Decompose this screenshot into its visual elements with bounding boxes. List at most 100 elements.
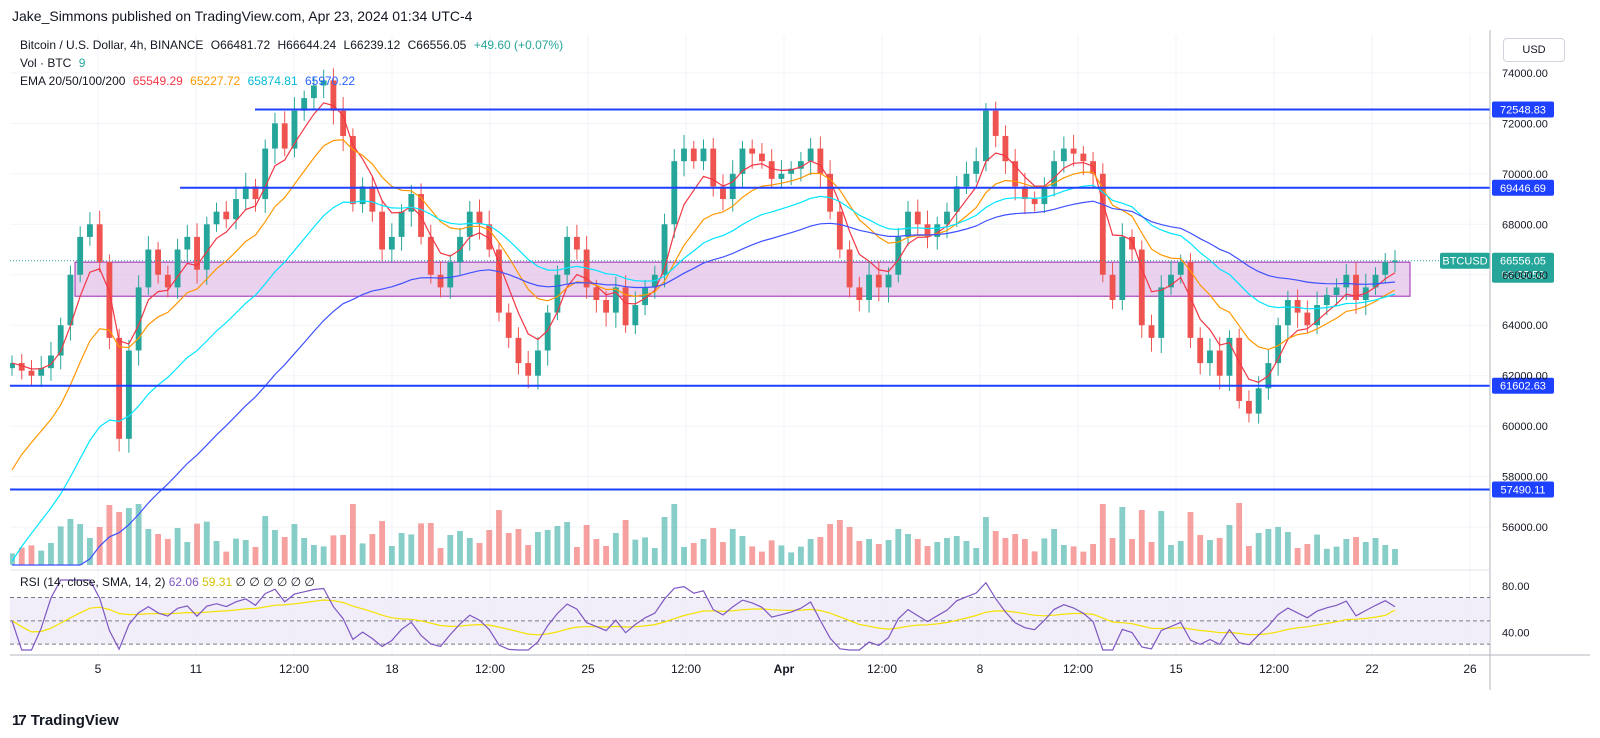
currency-button[interactable]: USD [1503,38,1565,62]
candle-body [759,153,765,162]
volume-bar [86,538,93,565]
volume-bar [905,534,911,565]
candle-body [515,337,522,364]
volume-bar [398,533,405,565]
volume-bar [1294,548,1301,565]
candle-body [427,236,434,275]
candle-body [1187,262,1194,338]
candle-body [311,85,317,99]
volume-bar [544,530,551,565]
candle-body [924,224,931,237]
volume-bar [1021,539,1028,565]
volume-bar [1109,538,1116,565]
volume-bar [700,539,707,565]
candle-body [203,224,210,270]
volume-bar [281,537,288,565]
volume-bar [759,551,765,565]
chart-frame[interactable]: 72548.83 69446.69 61602.63 57490.11 BTCUSD 66… [9,30,1590,710]
candle-body [836,211,843,250]
legend-volume: Vol · BTC 9 [20,56,89,70]
volume-bar [749,546,756,565]
volume-bar [1245,546,1252,565]
volume-bar [18,547,25,565]
volume-bar [447,535,454,565]
countdown-label: 02:25:53 [1502,270,1545,282]
candle-body [38,368,45,376]
candle-body [739,148,746,174]
volume-bar [203,521,210,565]
candle-body [18,363,25,371]
candle-body [1168,274,1174,288]
candle-body [1372,274,1379,288]
volume-bar [1382,545,1389,565]
candle-body [1226,337,1233,376]
candle-body [486,224,493,250]
volume-bar [875,544,882,565]
candle-body [817,148,824,174]
candle-body [1177,262,1184,275]
candle-body [573,236,580,250]
legend-open: O66481.72 [210,38,271,52]
rsi-tick-label: 40.00 [1502,628,1530,640]
volume-bar [1070,546,1077,565]
candle-body [1392,260,1398,263]
time-tick-label: 12:00 [671,662,701,676]
volume-bar [486,530,493,565]
volume-bar [963,541,970,565]
candle-body [1129,236,1135,250]
volume-bar [213,541,220,565]
candle-body [710,148,717,187]
candle-body [1109,274,1116,300]
time-tick-label: 12:00 [1063,662,1093,676]
price-tick-label: 58000.00 [1502,472,1548,484]
volume-bar [291,524,298,565]
volume-bar [1158,511,1165,565]
volume-bar [1236,503,1243,565]
volume-bar [125,508,132,565]
volume-bar [1119,507,1126,565]
candle-body [914,211,921,225]
volume-bar [642,537,648,565]
volume-bar [953,536,960,565]
level-price-tag [1492,377,1554,394]
candle-body [856,287,863,300]
candle-body [476,211,483,225]
candle-body [1070,148,1077,154]
candle-body [963,173,970,187]
candle-body [720,186,726,200]
volume-bar [1138,510,1145,565]
volume-bar [223,551,230,565]
price-tick-label: 68000.00 [1502,219,1548,231]
candle-body [48,355,54,369]
candle-body [622,287,629,326]
rsi-pane: 80.00 40.00 [10,569,1530,651]
rsi-legend-value: 62.06 [168,575,199,589]
candle-body [86,224,93,237]
volume-bar [1275,527,1282,565]
volume-bar [174,528,181,565]
legend-ema200: 65970.22 [304,74,356,88]
price-tick-label: 60000.00 [1502,421,1548,433]
candle-body [194,236,200,270]
volume-bar [38,550,45,565]
rsi-tick-label: 80.00 [1502,581,1530,593]
time-axis[interactable]: 5 11 12:00 18 12:00 25 12:00 Apr 12:00 8 12:00 15 12… [10,654,1590,676]
price-chart[interactable]: 72548.83 69446.69 61602.63 57490.11 BTCUSD 66… [9,30,1590,710]
candle-body [1333,287,1340,295]
volume-bar [1353,537,1359,565]
volume-bar [1265,529,1272,565]
volume-bar [9,553,15,565]
candle-body [797,161,804,169]
time-tick-label: 12:00 [1259,662,1289,676]
volume-bar [866,539,872,565]
time-tick-label: 12:00 [279,662,309,676]
price-axis[interactable]: 74000.00 72000.00 70000.00 68000.00 66000.00… [1489,30,1548,690]
rsi-sma-line [11,599,1396,636]
candle-body [1031,199,1038,205]
candle-body [320,80,327,86]
tradingview-logo[interactable]: 17 TradingView [12,712,119,729]
candle-body [1148,325,1155,338]
horizontal-levels[interactable]: 72548.83 69446.69 61602.63 57490.11 BTCUSD 66… [10,101,1554,498]
level-price-label: 57490.11 [1500,485,1545,497]
volume-bar [1372,538,1379,565]
